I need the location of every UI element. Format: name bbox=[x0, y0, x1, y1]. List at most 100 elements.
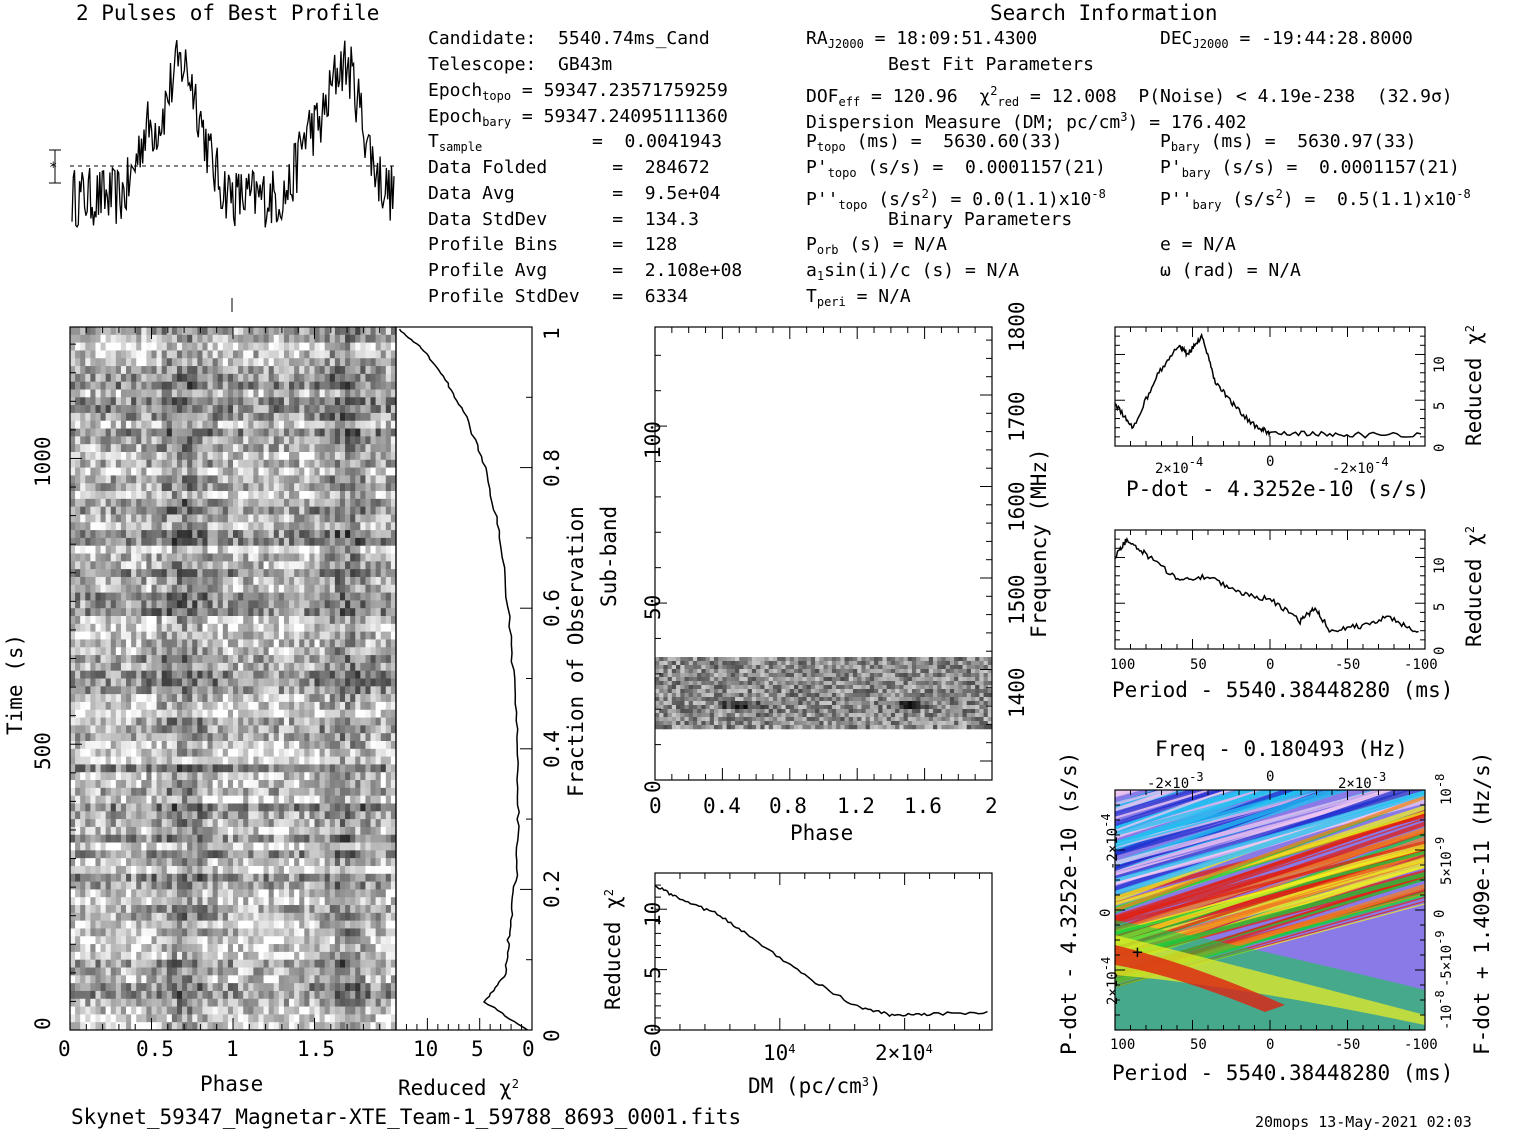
time-phase-cell bbox=[273, 389, 280, 398]
time-phase-cell bbox=[258, 483, 264, 492]
time-phase-cell bbox=[166, 389, 173, 398]
time-phase-cell bbox=[238, 709, 244, 718]
time-phase-cell bbox=[365, 787, 371, 796]
time-phase-cell bbox=[334, 491, 341, 500]
time-phase-cell bbox=[350, 537, 356, 547]
time-phase-cell bbox=[258, 881, 264, 890]
time-phase-cell bbox=[212, 897, 219, 906]
time-phase-cell bbox=[365, 358, 371, 367]
time-phase-cell bbox=[380, 850, 387, 859]
time-phase-cell bbox=[105, 327, 112, 336]
time-phase-cell bbox=[304, 553, 310, 562]
time-phase-cell bbox=[339, 865, 346, 875]
time-phase-cell bbox=[136, 358, 142, 367]
time-phase-cell bbox=[380, 537, 387, 547]
time-phase-cell bbox=[268, 327, 275, 336]
time-phase-cell bbox=[187, 764, 193, 773]
time-phase-cell bbox=[120, 608, 127, 617]
time-phase-cell bbox=[176, 537, 183, 547]
time-phase-cell bbox=[110, 584, 117, 593]
time-phase-cell bbox=[350, 608, 356, 617]
time-phase-cell bbox=[390, 905, 397, 914]
time-phase-cell bbox=[100, 678, 106, 687]
time-phase-cell bbox=[375, 631, 382, 640]
time-phase-cell bbox=[243, 787, 249, 796]
time-phase-cell bbox=[253, 772, 259, 781]
time-phase-cell bbox=[90, 342, 96, 351]
time-phase-cell bbox=[120, 491, 127, 500]
time-phase-cell bbox=[202, 373, 208, 382]
time-phase-cell bbox=[380, 576, 387, 586]
time-phase-cell bbox=[90, 795, 96, 804]
time-phase-cell bbox=[146, 709, 152, 718]
time-phase-cell bbox=[380, 373, 387, 382]
time-phase-cell bbox=[339, 444, 346, 453]
time-phase-cell bbox=[350, 686, 356, 695]
time-phase-cell bbox=[156, 405, 162, 414]
time-phase-cell bbox=[171, 897, 178, 906]
time-phase-cell bbox=[334, 623, 341, 632]
time-phase-cell bbox=[222, 592, 229, 601]
time-phase-cell bbox=[217, 444, 224, 453]
time-phase-cell bbox=[375, 373, 382, 382]
time-phase-cell bbox=[176, 850, 183, 859]
time-phase-cell bbox=[222, 350, 229, 359]
time-phase-cell bbox=[141, 920, 147, 929]
time-phase-cell bbox=[253, 733, 259, 742]
time-phase-cell bbox=[156, 623, 162, 632]
time-phase-cell bbox=[120, 428, 127, 437]
time-phase-cell bbox=[339, 389, 346, 398]
time-phase-cell bbox=[289, 381, 295, 390]
time-phase-cell bbox=[243, 858, 249, 867]
time-phase-cell bbox=[187, 491, 193, 500]
time-phase-cell bbox=[100, 740, 106, 750]
time-phase-cell bbox=[289, 842, 295, 851]
time-phase-cell bbox=[187, 334, 193, 343]
time-phase-cell bbox=[360, 686, 366, 695]
time-phase-cell bbox=[141, 592, 147, 601]
time-phase-cell bbox=[380, 655, 387, 664]
time-phase-cell bbox=[110, 600, 117, 609]
tsample-value: = 0.0041943 bbox=[592, 131, 723, 152]
time-phase-cell bbox=[212, 639, 219, 648]
time-phase-cell bbox=[248, 881, 254, 890]
time-phase-cell bbox=[192, 600, 198, 609]
time-phase-cell bbox=[100, 639, 106, 648]
time-phase-cell bbox=[227, 670, 234, 679]
time-phase-cell bbox=[339, 811, 346, 820]
time-phase-cell bbox=[136, 701, 142, 711]
time-phase-cell bbox=[258, 826, 264, 836]
time-phase-cell bbox=[314, 522, 320, 531]
time-phase-cell bbox=[222, 334, 229, 343]
time-phase-cell bbox=[294, 616, 300, 625]
time-phase-cell bbox=[339, 522, 346, 531]
time-phase-cell bbox=[161, 662, 168, 671]
time-phase-cell bbox=[294, 506, 300, 515]
time-phase-cell bbox=[283, 459, 290, 468]
time-phase-cell bbox=[182, 623, 188, 632]
time-phase-cell bbox=[131, 795, 137, 804]
time-phase-cell bbox=[385, 920, 392, 929]
time-phase-cell bbox=[365, 491, 371, 500]
time-phase-cell bbox=[187, 381, 193, 390]
time-phase-cell bbox=[233, 498, 239, 507]
time-phase-cell bbox=[355, 780, 361, 789]
time-phase-cell bbox=[212, 373, 219, 382]
time-phase-cell bbox=[80, 537, 86, 547]
time-phase-cell bbox=[380, 639, 387, 648]
time-phase-cell bbox=[227, 920, 234, 929]
time-phase-cell bbox=[207, 842, 213, 851]
time-phase-cell bbox=[105, 850, 112, 859]
time-phase-cell bbox=[227, 701, 234, 711]
time-phase-cell bbox=[85, 451, 91, 461]
time-phase-cell bbox=[146, 850, 152, 859]
time-phase-cell bbox=[309, 631, 315, 640]
time-phase-cell bbox=[319, 420, 325, 429]
time-phase-cell bbox=[370, 451, 376, 461]
time-phase-cell bbox=[339, 584, 346, 593]
time-phase-cell bbox=[273, 631, 280, 640]
time-phase-cell bbox=[120, 694, 127, 703]
time-phase-cell bbox=[105, 451, 112, 461]
time-phase-cell bbox=[212, 709, 219, 718]
time-phase-cell bbox=[294, 678, 300, 687]
